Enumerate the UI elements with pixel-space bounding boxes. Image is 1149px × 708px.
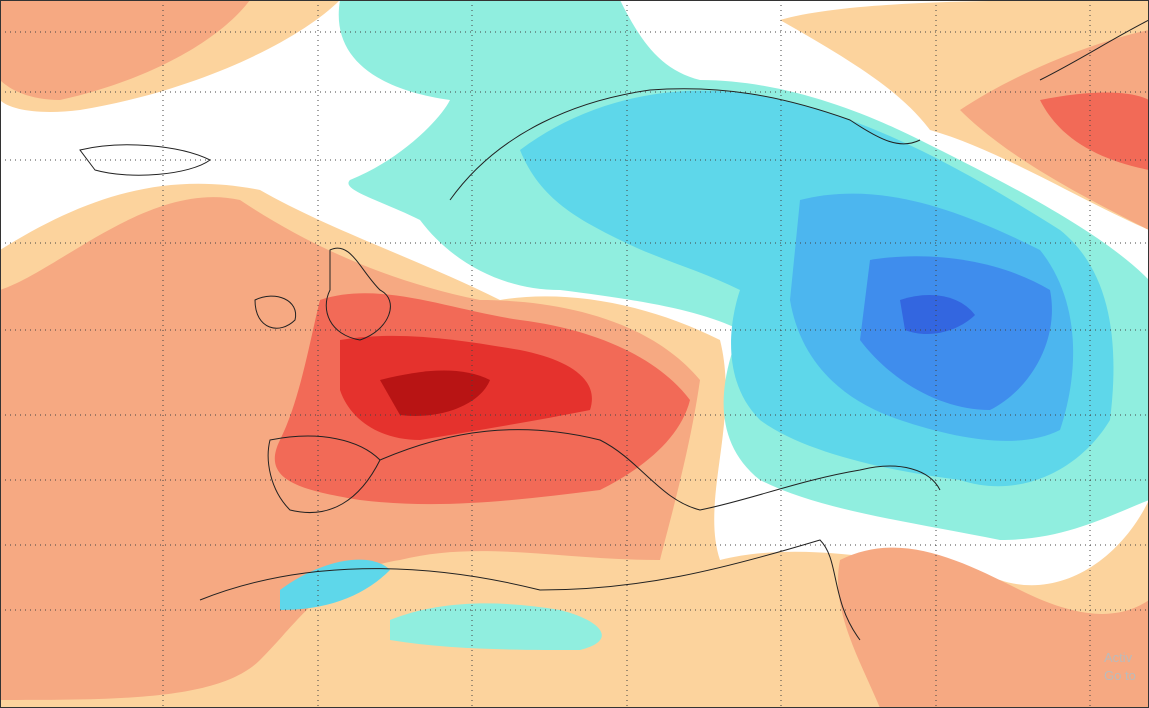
warm-zone-moderate bbox=[0, 0, 250, 100]
coastline bbox=[199, 539, 861, 641]
warm-zone-moderate bbox=[838, 547, 1149, 708]
coastlines bbox=[79, 19, 1149, 641]
cold-zone-extreme bbox=[900, 295, 975, 335]
watermark-line: Go to bbox=[1104, 668, 1136, 683]
coastline bbox=[254, 295, 297, 329]
warm-zone-extreme bbox=[380, 370, 490, 416]
coastline bbox=[267, 435, 381, 514]
warm-zone-moderate bbox=[960, 30, 1149, 230]
watermark-line: Activ bbox=[1104, 650, 1133, 665]
cold-zone-moderate bbox=[280, 559, 390, 610]
coastline bbox=[449, 88, 921, 201]
coastline bbox=[79, 144, 211, 176]
cold-zone-light bbox=[390, 603, 602, 650]
coastline bbox=[379, 429, 941, 511]
coastline bbox=[1039, 19, 1149, 81]
coastline bbox=[325, 247, 391, 341]
cold-zone-very-strong bbox=[860, 256, 1052, 410]
warm-zone-strong bbox=[1040, 92, 1149, 170]
